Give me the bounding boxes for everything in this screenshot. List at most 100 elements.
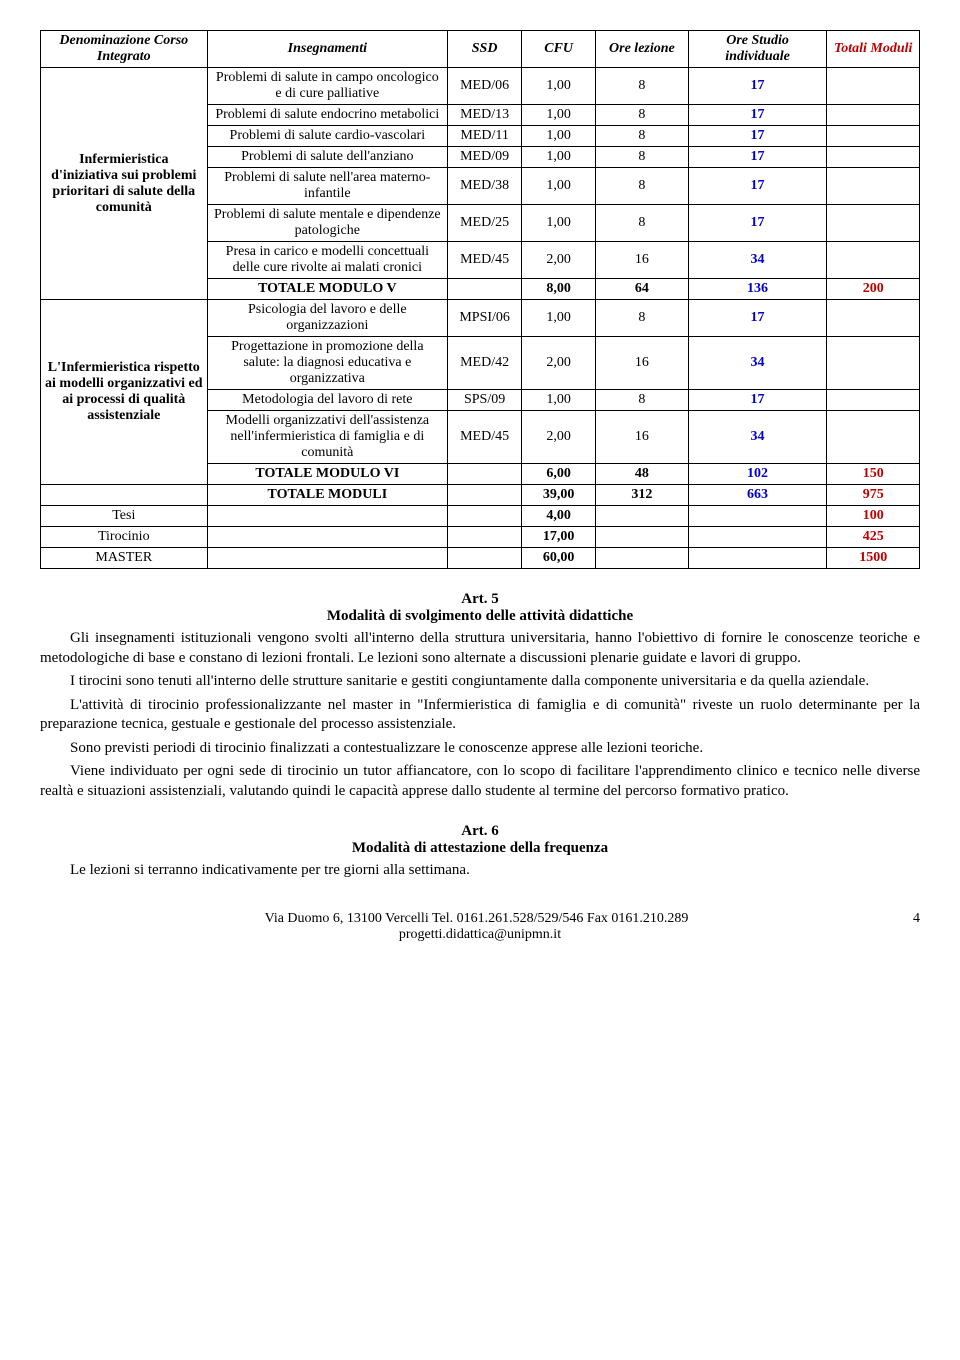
cell-studio: 17 — [688, 147, 827, 168]
cell-moduli — [827, 168, 920, 205]
art5-num: Art. 5 — [40, 591, 920, 608]
cell-empty — [688, 527, 827, 548]
cell-total-moduli: 200 — [827, 279, 920, 300]
cell-ssd: MED/13 — [448, 105, 522, 126]
cell-total-label: TOTALE MODULI — [207, 485, 448, 506]
cell-cfu: 17,00 — [522, 527, 596, 548]
cell-insegnamento: Problemi di salute mentale e dipendenze … — [207, 205, 448, 242]
cell-ssd: MED/06 — [448, 68, 522, 105]
art5-p2: I tirocini sono tenuti all'interno delle… — [40, 672, 920, 692]
cell-empty — [448, 464, 522, 485]
cell-cfu: 4,00 — [522, 506, 596, 527]
cell-empty — [448, 485, 522, 506]
cell-moduli — [827, 337, 920, 390]
cell-studio: 17 — [688, 390, 827, 411]
cell-ssd: SPS/09 — [448, 390, 522, 411]
cell-empty — [207, 527, 448, 548]
th-ore-studio: Ore Studio individuale — [688, 31, 827, 68]
cell-ssd: MED/11 — [448, 126, 522, 147]
cell-empty — [207, 506, 448, 527]
cell-moduli — [827, 242, 920, 279]
cell-total-ore: 312 — [596, 485, 689, 506]
cell-ore: 8 — [596, 126, 689, 147]
cell-cfu: 1,00 — [522, 126, 596, 147]
cell-moduli — [827, 126, 920, 147]
cell-insegnamento: Psicologia del lavoro e delle organizzaz… — [207, 300, 448, 337]
cell-ssd: MED/45 — [448, 242, 522, 279]
cell-empty — [448, 548, 522, 569]
cell-cfu: 2,00 — [522, 337, 596, 390]
cell-cfu: 1,00 — [522, 105, 596, 126]
cell-label: MASTER — [41, 548, 208, 569]
cell-empty — [448, 279, 522, 300]
footer-email: progetti.didattica@unipmn.it — [399, 927, 561, 942]
cell-studio: 34 — [688, 242, 827, 279]
cell-ssd: MED/45 — [448, 411, 522, 464]
cell-insegnamento: Metodologia del lavoro di rete — [207, 390, 448, 411]
cell-insegnamento: Problemi di salute cardio-vascolari — [207, 126, 448, 147]
art5-p4: Sono previsti periodi di tirocinio final… — [40, 739, 920, 759]
cell-empty — [596, 506, 689, 527]
cell-studio: 17 — [688, 168, 827, 205]
cell-cfu: 1,00 — [522, 300, 596, 337]
cell-total-cfu: 39,00 — [522, 485, 596, 506]
totale-moduli-row: TOTALE MODULI 39,00 312 663 975 — [41, 485, 920, 506]
tesi-row: Tesi 4,00 100 — [41, 506, 920, 527]
cell-empty — [688, 548, 827, 569]
cell-total-moduli: 150 — [827, 464, 920, 485]
cell-cfu: 1,00 — [522, 205, 596, 242]
th-insegnamenti: Insegnamenti — [207, 31, 448, 68]
cell-moduli — [827, 68, 920, 105]
cell-ore: 8 — [596, 300, 689, 337]
cell-total-label: TOTALE MODULO VI — [207, 464, 448, 485]
cell-total-studio: 102 — [688, 464, 827, 485]
cell-ore: 8 — [596, 390, 689, 411]
cell-cfu: 2,00 — [522, 411, 596, 464]
cell-cfu: 2,00 — [522, 242, 596, 279]
cell-label: Tesi — [41, 506, 208, 527]
cell-cfu: 1,00 — [522, 168, 596, 205]
cell-total-cfu: 6,00 — [522, 464, 596, 485]
cell-total-studio: 136 — [688, 279, 827, 300]
group-b-title: L'Infermieristica rispetto ai modelli or… — [41, 300, 208, 485]
table-row: Infermieristica d'iniziativa sui problem… — [41, 68, 920, 105]
cell-ore: 8 — [596, 168, 689, 205]
cell-ore: 16 — [596, 337, 689, 390]
cell-empty — [448, 506, 522, 527]
cell-ore: 8 — [596, 105, 689, 126]
cell-cfu: 60,00 — [522, 548, 596, 569]
cell-total-cfu: 8,00 — [522, 279, 596, 300]
th-cfu: CFU — [522, 31, 596, 68]
page-number: 4 — [913, 911, 920, 927]
th-denominazione: Denominazione Corso Integrato — [41, 31, 208, 68]
cell-insegnamento: Problemi di salute nell'area materno-inf… — [207, 168, 448, 205]
art5-p3: L'attività di tirocinio professionalizza… — [40, 696, 920, 735]
cell-empty — [596, 548, 689, 569]
cell-ore: 8 — [596, 68, 689, 105]
cell-cfu: 1,00 — [522, 68, 596, 105]
cell-studio: 17 — [688, 205, 827, 242]
cell-studio: 17 — [688, 68, 827, 105]
cell-total-studio: 663 — [688, 485, 827, 506]
cell-moduli — [827, 105, 920, 126]
cell-cfu: 1,00 — [522, 390, 596, 411]
cell-ssd: MED/25 — [448, 205, 522, 242]
cell-moduli — [827, 390, 920, 411]
cell-studio: 34 — [688, 411, 827, 464]
cell-moduli: 425 — [827, 527, 920, 548]
cell-insegnamento: Modelli organizzativi dell'assistenza ne… — [207, 411, 448, 464]
tirocinio-row: Tirocinio 17,00 425 — [41, 527, 920, 548]
cell-empty — [448, 527, 522, 548]
art5-p1: Gli insegnamenti istituzionali vengono s… — [40, 629, 920, 668]
cell-moduli: 1500 — [827, 548, 920, 569]
curriculum-table: Denominazione Corso Integrato Insegnamen… — [40, 30, 920, 569]
art5-title: Modalità di svolgimento delle attività d… — [40, 608, 920, 625]
art6-p1: Le lezioni si terranno indicativamente p… — [40, 861, 920, 881]
cell-ssd: MED/42 — [448, 337, 522, 390]
th-totali-moduli: Totali Moduli — [827, 31, 920, 68]
cell-label: Tirocinio — [41, 527, 208, 548]
article-6: Art. 6 Modalità di attestazione della fr… — [40, 823, 920, 881]
art6-title: Modalità di attestazione della frequenza — [40, 840, 920, 857]
cell-total-ore: 64 — [596, 279, 689, 300]
cell-studio: 17 — [688, 126, 827, 147]
